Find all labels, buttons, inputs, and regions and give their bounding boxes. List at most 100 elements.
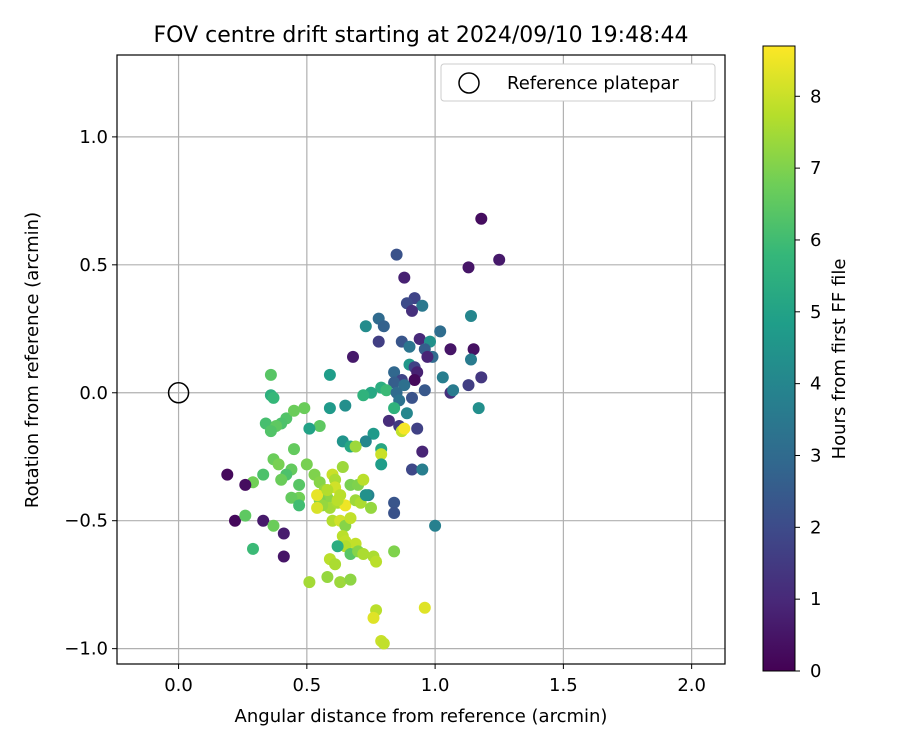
data-point — [398, 422, 411, 435]
data-point — [331, 494, 344, 507]
x-tick-label: 2.0 — [677, 675, 706, 696]
grid-lines — [117, 55, 725, 664]
data-point — [416, 299, 429, 312]
legend-label: Reference platepar — [507, 73, 679, 94]
x-tick-label: 1.5 — [549, 675, 578, 696]
data-point — [388, 402, 401, 415]
data-point — [357, 473, 370, 486]
data-point — [411, 422, 424, 435]
data-point — [403, 340, 416, 353]
x-tick-label: 0.5 — [293, 675, 322, 696]
data-point — [321, 484, 334, 496]
legend-box — [440, 63, 716, 102]
colorbar-tick-label: 4 — [810, 374, 821, 395]
data-point — [257, 468, 270, 481]
data-point — [375, 458, 388, 471]
y-axis-label: Rotation from reference (arcmin) — [22, 212, 43, 508]
data-point — [475, 371, 488, 384]
data-point — [267, 391, 280, 404]
x-axis-label: Angular distance from reference (arcmin) — [235, 706, 608, 727]
legend-marker — [458, 72, 480, 94]
data-point — [406, 391, 418, 404]
data-point — [462, 379, 475, 392]
data-point — [239, 478, 252, 491]
reference-marker-group — [167, 382, 190, 404]
data-point — [416, 445, 429, 458]
x-tick-label: 1.0 — [421, 675, 450, 696]
data-point — [311, 501, 324, 514]
data-point — [418, 384, 431, 397]
data-point — [257, 514, 270, 527]
data-point — [388, 366, 401, 379]
data-point — [388, 376, 401, 389]
data-point — [475, 212, 488, 225]
data-point — [462, 261, 475, 274]
data-point — [382, 414, 395, 427]
data-point — [418, 601, 431, 614]
colorbar-tick-label: 6 — [810, 230, 821, 251]
data-point — [421, 350, 434, 363]
data-point — [370, 555, 383, 568]
data-point — [357, 548, 370, 560]
data-point — [367, 611, 380, 624]
data-point — [390, 248, 403, 261]
data-point — [377, 637, 390, 650]
data-point — [359, 489, 372, 502]
data-point — [277, 550, 290, 563]
data-point — [311, 489, 324, 502]
data-point — [416, 463, 429, 476]
data-point — [264, 368, 277, 381]
data-point — [344, 573, 357, 586]
data-point — [400, 407, 413, 420]
data-point — [359, 435, 372, 448]
data-point — [267, 519, 280, 532]
data-point — [398, 271, 411, 284]
data-point — [229, 514, 241, 527]
data-point — [413, 333, 426, 345]
data-point — [264, 425, 277, 438]
data-point — [447, 384, 460, 397]
data-point — [408, 374, 421, 386]
data-point — [285, 491, 298, 504]
data-point — [321, 571, 334, 583]
data-point — [380, 384, 393, 397]
colorbar: 0 1 2 3 4 5 6 7 8 Hours from first FF file — [762, 45, 850, 682]
data-point — [313, 420, 326, 432]
data-point — [357, 389, 370, 402]
data-point — [329, 558, 342, 571]
data-point — [359, 320, 372, 333]
data-point — [339, 399, 352, 412]
colorbar-tick-label: 5 — [810, 302, 821, 323]
colorbar-tick-label: 3 — [810, 445, 821, 466]
data-point — [465, 310, 477, 322]
colorbar-tick-label: 1 — [810, 589, 821, 610]
data-point — [377, 320, 390, 333]
data-point — [275, 473, 288, 486]
data-point — [388, 507, 401, 519]
data-point — [247, 542, 259, 555]
chart-title: FOV centre drift starting at 2024/09/10 … — [154, 23, 689, 48]
x-axis-ticks: 0.0 0.5 1.0 1.5 2.0 — [164, 664, 706, 696]
data-point — [300, 458, 313, 471]
data-point — [388, 496, 401, 509]
data-point — [239, 509, 252, 522]
data-point — [288, 443, 300, 456]
data-point — [365, 501, 377, 514]
data-point — [334, 576, 347, 589]
data-point — [434, 325, 447, 338]
data-point — [472, 402, 485, 415]
data-point — [293, 478, 306, 491]
data-point — [493, 253, 506, 266]
data-point — [347, 350, 359, 363]
data-point — [406, 304, 418, 317]
data-point — [298, 402, 311, 415]
data-point — [436, 371, 449, 384]
data-point — [221, 468, 234, 481]
colorbar-ticks: 0 1 2 3 4 5 6 7 8 — [795, 86, 821, 682]
data-point — [372, 335, 385, 348]
colorbar-tick-label: 0 — [810, 661, 821, 682]
data-point — [406, 463, 418, 476]
data-point — [303, 576, 316, 589]
data-point — [465, 353, 477, 366]
data-point — [336, 461, 349, 473]
